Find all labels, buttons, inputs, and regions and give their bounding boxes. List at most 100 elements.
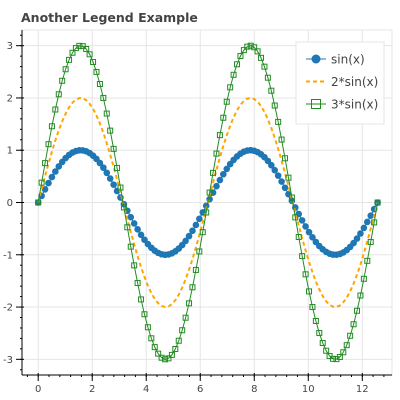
data-point — [151, 344, 158, 351]
data-point — [100, 164, 107, 171]
data-point — [360, 224, 368, 232]
data-point — [52, 106, 59, 113]
data-point — [350, 239, 357, 247]
data-point — [124, 224, 131, 231]
data-point — [251, 44, 258, 51]
data-point — [264, 74, 271, 81]
legend: sin(x) 2*sin(x) 3*sin(x) — [295, 41, 385, 125]
x-tick-label: 8 — [251, 384, 257, 395]
data-point — [285, 174, 292, 181]
data-point — [199, 229, 206, 236]
y-tick-label: 3 — [7, 41, 13, 52]
data-point — [254, 48, 261, 55]
data-point — [196, 248, 203, 255]
legend-item[interactable]: 3*sin(x) — [306, 98, 378, 112]
data-point — [93, 68, 100, 75]
data-point — [83, 46, 90, 53]
series-1 — [34, 146, 381, 259]
data-point — [45, 141, 52, 148]
data-point — [350, 321, 357, 328]
data-point — [353, 235, 361, 242]
data-point — [357, 230, 364, 237]
data-point — [69, 49, 76, 56]
data-point — [168, 351, 175, 358]
x-tick-label: 4 — [143, 384, 149, 395]
data-point — [141, 236, 148, 244]
data-point — [110, 181, 117, 188]
data-point — [48, 173, 56, 181]
data-point — [100, 94, 107, 101]
data-point — [288, 194, 295, 201]
data-point — [96, 80, 103, 87]
data-point — [274, 172, 282, 179]
data-point — [271, 166, 279, 174]
data-point — [213, 150, 220, 157]
data-point — [55, 163, 63, 170]
data-point — [134, 226, 141, 233]
data-point — [298, 217, 306, 224]
data-point — [66, 56, 73, 63]
data-point — [175, 337, 182, 344]
data-point — [268, 161, 275, 169]
data-point — [237, 53, 244, 60]
data-point — [343, 342, 350, 349]
data-point — [107, 127, 114, 134]
legend-item[interactable]: 2*sin(x) — [306, 75, 378, 89]
data-point — [203, 209, 210, 216]
data-point — [131, 262, 138, 269]
data-point — [209, 189, 217, 196]
data-point — [158, 354, 165, 361]
data-point — [90, 58, 97, 65]
data-point — [216, 176, 224, 184]
data-point — [210, 169, 217, 176]
data-point — [316, 330, 323, 337]
data-point — [110, 145, 117, 152]
x-tick-label: 12 — [356, 384, 369, 395]
data-point — [55, 91, 62, 98]
data-point — [93, 155, 100, 163]
data-point — [137, 231, 145, 239]
data-point — [357, 292, 364, 299]
data-point — [264, 157, 272, 165]
data-point — [244, 43, 251, 50]
data-point — [192, 266, 199, 273]
data-point — [292, 214, 299, 221]
data-point — [340, 349, 347, 356]
legend-item[interactable]: sin(x) — [306, 53, 365, 67]
data-point — [247, 42, 254, 49]
data-point — [302, 223, 309, 230]
data-point — [271, 102, 278, 109]
data-point — [103, 110, 110, 117]
data-point — [141, 311, 148, 318]
data-point — [86, 51, 93, 58]
data-point — [240, 47, 247, 54]
data-point — [186, 300, 193, 307]
data-point — [374, 199, 381, 206]
data-point — [76, 42, 83, 49]
data-point — [148, 335, 155, 342]
data-point — [155, 350, 162, 357]
data-point — [127, 213, 135, 221]
data-point — [360, 275, 367, 282]
legend-label: 3*sin(x) — [331, 98, 378, 112]
data-point — [117, 184, 124, 191]
data-point — [127, 243, 134, 250]
chart-title: Another Legend Example — [21, 10, 198, 25]
data-point — [213, 182, 220, 190]
data-point — [165, 355, 172, 362]
data-point — [134, 280, 141, 287]
series-line — [37, 45, 379, 360]
data-point — [48, 123, 55, 130]
data-point — [299, 253, 306, 260]
data-point — [162, 356, 169, 363]
data-point — [278, 136, 285, 143]
data-point — [35, 199, 42, 206]
data-point — [319, 339, 326, 346]
x-tick-label: 0 — [35, 384, 41, 395]
data-point — [182, 237, 189, 245]
data-point — [130, 220, 138, 227]
data-point — [367, 212, 375, 219]
data-point — [223, 98, 230, 105]
data-point — [220, 114, 227, 121]
